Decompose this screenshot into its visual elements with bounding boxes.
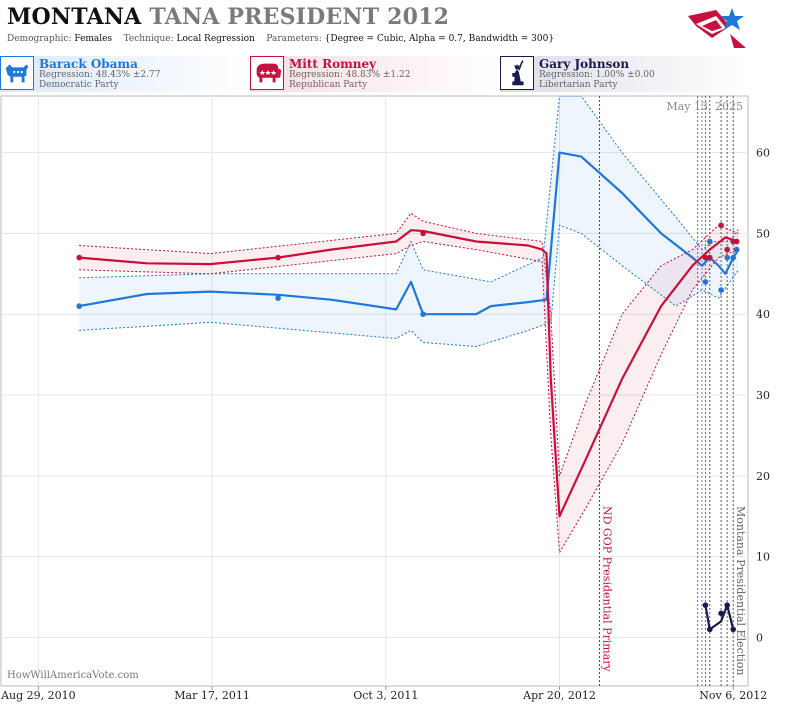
confidence-band [79,213,739,553]
poll-point [718,222,724,229]
candidate-name: Mitt Romney [289,57,377,71]
poll-point [420,230,426,237]
poll-point [76,254,82,261]
site-logo-icon [688,8,746,48]
poll-point [702,254,709,261]
candidate-party: Libertarian Party [539,80,618,90]
candidate-party: Republican Party [289,80,368,90]
poll-point [702,602,709,608]
donkey-icon [0,56,34,90]
poll-point [733,238,740,245]
y-tick-label: 20 [756,470,770,483]
candidate-card-obama: Barack Obama Regression: 48.43% ±2.77 De… [0,56,248,92]
candidate-regression: Regression: 48.43% ±2.77 [39,70,161,80]
poll-point [718,610,724,617]
poll-point [702,279,709,285]
poll-point [733,246,740,253]
band-lower-line [79,224,739,348]
x-tick-label: Apr 20, 2012 [522,689,596,702]
poll-point [76,303,82,309]
elephant-icon [250,56,284,90]
x-tick-label: Nov 6, 2012 [699,689,767,702]
x-tick-label: Oct 3, 2011 [353,689,418,702]
poll-point [707,254,713,261]
trend-line [79,229,739,518]
y-tick-label: 40 [756,308,770,321]
event-label: ND GOP Presidential Primary [600,506,613,673]
date-stamp: May 13, 2025 [666,100,743,113]
page-title: MONTANA TANA PRESIDENT 2012 [7,4,450,30]
poll-point [275,254,281,261]
trend-line [704,604,735,631]
poll-point [724,602,730,608]
y-tick-label: 60 [756,147,770,160]
poll-point [724,246,730,253]
candidate-regression: Regression: 1.00% ±0.00 [539,70,655,80]
band-upper-line [79,212,739,477]
candidate-party: Democratic Party [39,80,119,90]
poll-point [275,295,281,301]
y-tick-label: 50 [756,227,770,240]
technique-value: Local Regression [176,34,255,44]
candidate-name: Gary Johnson [539,57,630,71]
poll-point [730,626,736,633]
x-tick-label: Aug 29, 2010 [0,689,76,702]
y-tick-label: 30 [756,389,770,402]
band-upper-line [79,96,739,283]
poll-point [730,254,736,261]
poll-point [718,287,724,293]
candidate-card-johnson: Gary Johnson Regression: 1.00% ±0.00 Lib… [500,56,748,92]
confidence-band [79,96,739,347]
candidate-name: Barack Obama [39,57,138,71]
trend-line [79,151,740,316]
y-tick-label: 0 [756,632,763,645]
liberty-statue-icon [500,56,534,90]
candidate-card-romney: Mitt Romney Regression: 48.83% ±1.22 Rep… [250,56,498,92]
site-watermark: HowWillAmericaVote.com [7,670,139,681]
x-tick-label: Mar 17, 2011 [174,689,250,702]
candidate-regression: Regression: 48.83% ±1.22 [289,70,411,80]
y-tick-label: 10 [756,551,770,564]
poll-point [420,311,426,318]
poll-point [707,238,713,245]
parameters-value: {Degree = Cubic, Alpha = 0.7, Bandwidth … [324,34,555,44]
demographic-value: Females [74,34,113,44]
poll-point [724,254,730,261]
event-label: Montana Presidential Election [734,506,747,675]
poll-point [707,626,713,633]
parameters-line: Demographic: Females Technique: Local Re… [7,34,555,44]
